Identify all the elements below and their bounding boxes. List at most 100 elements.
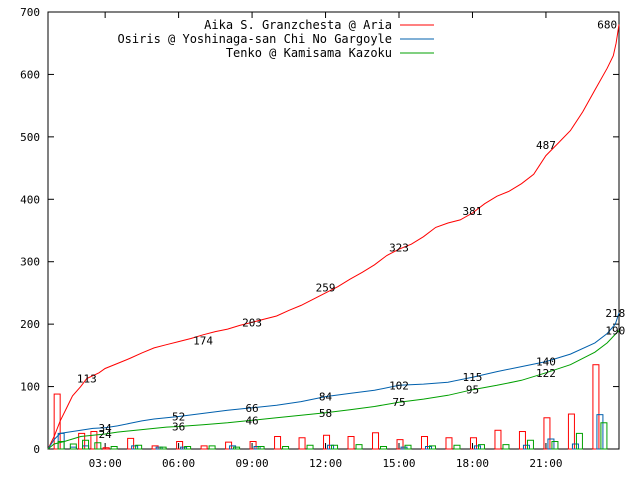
aika-s-granzchesta-aria-bar (323, 434, 331, 450)
aika-s-granzchesta-aria-bar (102, 447, 110, 450)
tenko-kamisama-kazoku-bar (159, 446, 167, 450)
osiris-yoshinaga-san-chi-no-gargoyle-bar (473, 445, 481, 450)
osiris-yoshinaga-san-chi-no-gargoyle-data-label: 218 (605, 307, 625, 320)
aika-s-granzchesta-aria-bar (347, 436, 355, 450)
series-lines (47, 24, 620, 450)
tenko-kamisama-kazoku-data-label: 190 (605, 324, 625, 337)
aika-s-granzchesta-aria-bar (592, 364, 600, 450)
osiris-yoshinaga-san-chi-no-gargoyle-bar (547, 438, 555, 450)
tenko-kamisama-kazoku-bar (233, 446, 241, 450)
aika-s-granzchesta-aria-bar (494, 429, 502, 450)
plot-frame (47, 11, 620, 450)
legend-label: Aika S. Granzchesta @ Aria (204, 18, 392, 32)
aika-s-granzchesta-aria-data-label: 487 (536, 139, 556, 152)
aika-s-granzchesta-aria-bar (78, 432, 86, 450)
aika-s-granzchesta-aria-bar (298, 437, 306, 450)
y-tick-label: 600 (20, 68, 40, 81)
tenko-kamisama-kazoku-bar (404, 444, 412, 450)
tenko-kamisama-kazoku-bar (94, 442, 102, 450)
tenko-kamisama-kazoku-bar (57, 441, 65, 450)
aika-s-granzchesta-aria-bar (274, 436, 282, 450)
aika-s-granzchesta-aria-data-label: 323 (389, 241, 409, 254)
y-tick-label: 100 (20, 381, 40, 394)
tenko-kamisama-kazoku-bar (575, 432, 583, 450)
osiris-yoshinaga-san-chi-no-gargoyle-data-label: 84 (319, 391, 333, 404)
osiris-yoshinaga-san-chi-no-gargoyle-data-label: 115 (463, 371, 483, 384)
aika-s-granzchesta-aria-data-label: 680 (597, 18, 617, 31)
osiris-yoshinaga-san-chi-no-gargoyle-bar (180, 446, 188, 450)
tenko-kamisama-kazoku-bar (208, 445, 216, 450)
x-tick-label: 18:00 (456, 457, 489, 470)
tenko-kamisama-kazoku-bar (428, 445, 436, 450)
tenko-kamisama-kazoku-bar (600, 422, 608, 450)
tenko-kamisama-kazoku-line (47, 330, 620, 450)
tenko-kamisama-kazoku-data-label: 95 (466, 384, 479, 397)
tenko-kamisama-kazoku-bar (551, 441, 559, 450)
x-tick-label: 06:00 (162, 457, 195, 470)
aika-s-granzchesta-aria-bar (90, 431, 98, 450)
tenko-kamisama-kazoku-data-label: 58 (319, 407, 332, 420)
x-tick-label: 21:00 (529, 457, 562, 470)
osiris-yoshinaga-san-chi-no-gargoyle-bar (571, 443, 579, 450)
legend-label: Osiris @ Yoshinaga-san Chi No Gargoyle (117, 32, 392, 46)
osiris-yoshinaga-san-chi-no-gargoyle-data-label: 52 (172, 411, 185, 424)
aika-s-granzchesta-aria-bar (445, 437, 453, 450)
x-tick-label: 03:00 (89, 457, 122, 470)
tenko-kamisama-kazoku-bar (453, 444, 461, 450)
y-tick-label: 0 (33, 443, 40, 456)
osiris-yoshinaga-san-chi-no-gargoyle-line (47, 312, 620, 450)
y-axis: 0 100 200 300 400 500 600 700 (20, 6, 619, 456)
aika-s-granzchesta-aria-bar (200, 445, 208, 450)
osiris-yoshinaga-san-chi-no-gargoyle-bar (253, 446, 261, 450)
tenko-kamisama-kazoku-bar (184, 446, 192, 450)
y-tick-label: 700 (20, 6, 40, 19)
aika-s-granzchesta-aria-bar (543, 417, 551, 450)
aika-s-granzchesta-aria-bar (176, 441, 184, 450)
y-tick-label: 200 (20, 318, 40, 331)
tenko-kamisama-kazoku-bar (257, 446, 265, 450)
data-labels: 113 174 203 259 323 381 487 680 34 52 66 84 102 115 14… (77, 18, 625, 441)
y-tick-label: 400 (20, 193, 40, 206)
x-tick-label: 15:00 (382, 457, 415, 470)
aika-s-granzchesta-aria-bar (518, 431, 526, 450)
tenko-kamisama-kazoku-data-label: 122 (536, 367, 556, 380)
tenko-kamisama-kazoku-bar (477, 444, 485, 450)
aika-s-granzchesta-aria-bar (53, 393, 61, 450)
aika-s-granzchesta-aria-data-label: 203 (242, 316, 262, 329)
tenko-kamisama-kazoku-data-label: 24 (99, 428, 113, 441)
aika-s-granzchesta-aria-bar (567, 413, 575, 450)
tenko-kamisama-kazoku-bar (135, 444, 143, 450)
osiris-yoshinaga-san-chi-no-gargoyle-data-label: 66 (245, 402, 258, 415)
tenko-kamisama-kazoku-bar (380, 446, 388, 450)
osiris-yoshinaga-san-chi-no-gargoyle-data-label: 34 (99, 422, 113, 435)
aika-s-granzchesta-aria-data-label: 259 (316, 281, 336, 294)
tenko-kamisama-kazoku-bar (82, 439, 90, 450)
legend-label: Tenko @ Kamisama Kazoku (226, 46, 392, 60)
osiris-yoshinaga-san-chi-no-gargoyle-bar (131, 445, 139, 450)
tenko-kamisama-kazoku-bar (355, 444, 363, 450)
tenko-kamisama-kazoku-bar (69, 443, 77, 450)
aika-s-granzchesta-aria-data-label: 381 (463, 205, 483, 218)
aika-s-granzchesta-aria-bar (396, 439, 404, 450)
aika-s-granzchesta-aria-data-label: 113 (77, 372, 97, 385)
tenko-kamisama-kazoku-bar (306, 444, 314, 450)
tenko-kamisama-kazoku-bar (110, 446, 118, 450)
tenko-kamisama-kazoku-bar (282, 446, 290, 450)
aika-s-granzchesta-aria-bar (469, 437, 477, 450)
tenko-kamisama-kazoku-bar (331, 444, 339, 450)
aika-s-granzchesta-aria-bar (127, 437, 135, 450)
tenko-kamisama-kazoku-bar (526, 439, 534, 450)
aika-s-granzchesta-aria-bar (372, 432, 380, 450)
osiris-yoshinaga-san-chi-no-gargoyle-bar (596, 414, 604, 450)
osiris-yoshinaga-san-chi-no-gargoyle-bar (400, 446, 408, 450)
tenko-kamisama-kazoku-data-label: 36 (172, 421, 185, 434)
osiris-yoshinaga-san-chi-no-gargoyle-bar (155, 446, 163, 450)
osiris-yoshinaga-san-chi-no-gargoyle-bar (424, 446, 432, 450)
aika-s-granzchesta-aria-bar (249, 441, 257, 450)
osiris-yoshinaga-san-chi-no-gargoyle-data-label: 140 (536, 356, 556, 369)
aika-s-granzchesta-aria-line (47, 24, 620, 450)
tenko-kamisama-kazoku-data-label: 46 (245, 414, 258, 427)
x-tick-label: 09:00 (236, 457, 269, 470)
